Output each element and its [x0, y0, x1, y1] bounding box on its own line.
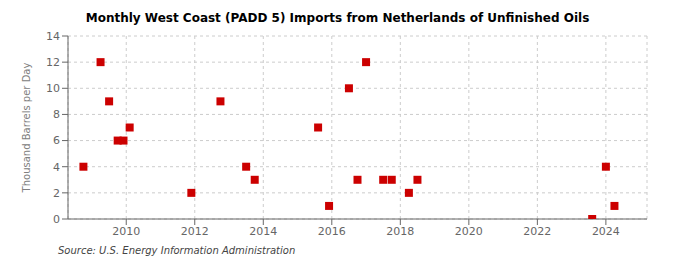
- svg-text:2018: 2018: [386, 225, 414, 238]
- svg-text:Thousand Barrels per Day: Thousand Barrels per Day: [21, 63, 32, 194]
- svg-text:0: 0: [53, 213, 60, 226]
- svg-text:2010: 2010: [112, 225, 140, 238]
- svg-text:6: 6: [53, 134, 60, 147]
- svg-text:14: 14: [46, 30, 60, 43]
- svg-text:2014: 2014: [249, 225, 277, 238]
- svg-text:12: 12: [46, 56, 60, 69]
- html-text:Monthly West Coast (PADD 5) Im: Monthly West Coast (PADD 5) Imports from…: [85, 11, 590, 25]
- svg-text:8: 8: [53, 108, 60, 121]
- svg-text:2012: 2012: [181, 225, 209, 238]
- svg-text:4: 4: [53, 161, 60, 174]
- html-text:Source: U.S. Energy Informatio: Source: U.S. Energy Information Administ…: [58, 245, 296, 256]
- svg-text:10: 10: [46, 82, 60, 95]
- svg-text:2016: 2016: [318, 225, 346, 238]
- svg-text:2022: 2022: [523, 225, 551, 238]
- svg-text:2020: 2020: [455, 225, 483, 238]
- svg-text:2: 2: [53, 187, 60, 200]
- svg-text:2024: 2024: [592, 225, 620, 238]
